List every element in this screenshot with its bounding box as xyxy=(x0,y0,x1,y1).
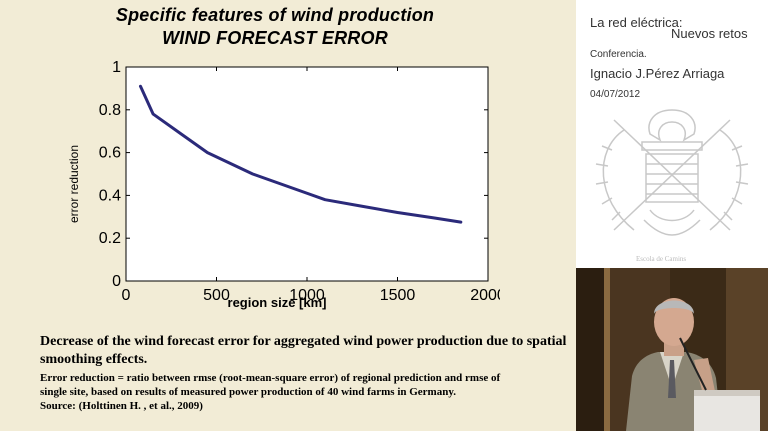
slide-title-line1: Specific features of wind production xyxy=(115,5,435,25)
y-tick-label: 0.6 xyxy=(99,145,121,162)
caption-detail-line2: single site, based on results of measure… xyxy=(40,386,456,398)
caption-detail: Error reduction = ratio between rmse (ro… xyxy=(40,371,570,413)
series-line xyxy=(138,84,463,224)
sidebar-date: 04/07/2012 xyxy=(590,89,641,100)
x-tick-label: 1000 xyxy=(289,287,325,304)
y-tick-label: 1 xyxy=(112,59,121,76)
y-tick-label: 0.4 xyxy=(99,187,121,204)
slide: Specific features of wind production WIN… xyxy=(0,0,576,431)
speaker-video-icon xyxy=(576,268,768,431)
x-tick-label: 500 xyxy=(203,287,230,304)
slide-title-line2: WIND FORECAST ERROR xyxy=(162,28,388,48)
escuela-caminos-emblem-icon xyxy=(595,109,749,236)
y-tick-label: 0 xyxy=(112,273,121,290)
sidebar-event-type: Conferencia. xyxy=(590,49,647,60)
x-tick-label: 1500 xyxy=(380,287,416,304)
sidebar-logo-caption: Escola de Camins xyxy=(636,255,687,263)
speaker-video xyxy=(576,268,768,431)
caption-source: Source: (Holttinen H. , et al., 2009) xyxy=(40,400,203,412)
caption-main: Decrease of the wind forecast error for … xyxy=(40,334,567,367)
y-axis-label: error reduction xyxy=(67,145,81,223)
sidebar-speaker: Ignacio J.Pérez Arriaga xyxy=(590,66,725,81)
sidebar: La red eléctrica: Nuevos retos Conferenc… xyxy=(576,0,768,268)
x-axis-label: region size [km] xyxy=(228,295,327,310)
y-tick-label: 0.8 xyxy=(99,102,121,119)
y-tick-label: 0.2 xyxy=(99,230,121,247)
caption-detail-line1: Error reduction = ratio between rmse (ro… xyxy=(40,372,501,384)
x-tick-label: 0 xyxy=(122,287,131,304)
plot-area xyxy=(125,66,489,282)
sidebar-title-line1: La red eléctrica: xyxy=(590,15,683,30)
sidebar-title-line2: Nuevos retos xyxy=(671,26,748,41)
